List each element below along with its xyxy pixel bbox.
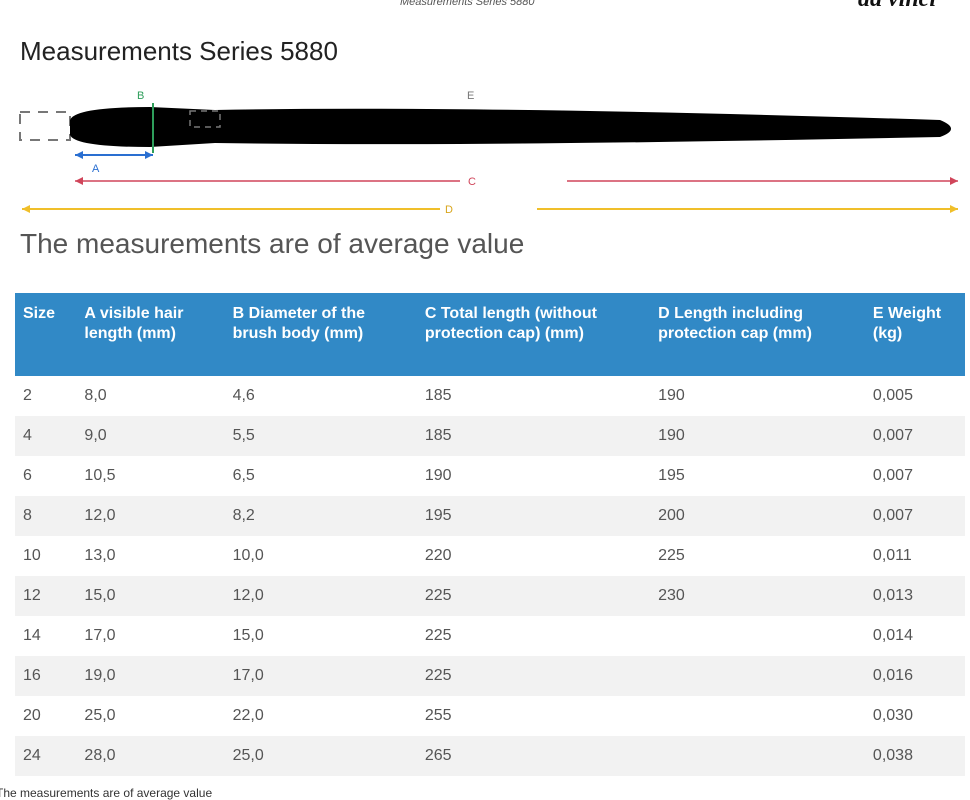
table-cell: 10: [23, 547, 41, 564]
title: Measurements Series 5880: [20, 36, 338, 66]
table-cell: 20: [23, 707, 41, 724]
logo: da vinci: [858, 0, 936, 13]
table-row: 6 10,5 6,5 190 195 0,007: [15, 456, 965, 496]
table-cell: 28,0: [76, 736, 225, 776]
a-arrows: [75, 151, 153, 159]
table-cell: 8,2: [224, 496, 417, 536]
table-cell: 185: [416, 416, 651, 456]
header-row: Size A visible hair length (mm) B Diameter…: [15, 293, 965, 376]
table-cell: 190: [650, 416, 865, 456]
column-header: E Weight (kg): [864, 293, 965, 376]
column-header: C Total length (without protection cap) …: [416, 293, 651, 376]
table-cell: 25,0: [224, 736, 417, 776]
footer-note: The measurements are of average value: [0, 786, 213, 800]
table-cell: 12,0: [224, 576, 417, 616]
table-cell: 255: [424, 707, 452, 724]
label-d: D: [445, 204, 453, 216]
header-caption: Measurements Series 5880: [400, 0, 535, 8]
brush: [70, 107, 951, 147]
cap-outline: [19, 111, 71, 141]
table-cell: 190: [424, 467, 452, 484]
table-cell: 225: [658, 547, 685, 564]
table-cell: 0,007: [864, 496, 965, 536]
table-cell: 225: [416, 656, 651, 696]
table-cell: 185: [424, 387, 452, 404]
table-cell: 0,016: [864, 656, 965, 696]
table-cell: 265: [416, 736, 651, 776]
table-cell: 14: [23, 627, 41, 644]
table-cell: 225: [416, 576, 651, 616]
table-cell: 6,5: [232, 467, 255, 484]
table-cell: 17,0: [84, 627, 116, 644]
subtitle: The measurements are of average value: [20, 228, 525, 259]
table-cell: 0,030: [872, 707, 913, 724]
table-cell: 10,5: [84, 467, 116, 484]
table-cell: 200: [650, 496, 865, 536]
table-row: 2 8,0 4,6 185 190 0,005: [15, 376, 965, 416]
table-cell: 25,0: [84, 707, 116, 724]
table-cell: [650, 696, 865, 736]
table-row: 10 13,0 10,0 220 225 0,011: [15, 536, 965, 576]
column-header: B Diameter of the brush body (mm): [224, 293, 417, 376]
table-cell: 22,0: [232, 707, 264, 724]
table-cell: 16: [15, 656, 77, 696]
column-header: D Length including protection cap (mm): [650, 293, 865, 376]
measurements-table: Size A visible hair length (mm) B Diameter…: [15, 293, 965, 776]
table-row: 20 25,0 22,0 255 0,030: [15, 696, 965, 736]
column-header: A visible hair length (mm): [76, 293, 225, 376]
table-row: 8 12,0 8,2 195 200 0,007: [15, 496, 965, 536]
label-e: E: [467, 90, 474, 102]
table-cell: 4: [15, 416, 77, 456]
table-cell: [650, 736, 865, 776]
label-a: A: [92, 163, 100, 175]
table-cell: 0,007: [864, 416, 965, 456]
table-cell: 190: [658, 387, 685, 404]
table-cell: 0,014: [872, 627, 913, 644]
table-cell: 5,5: [224, 416, 417, 456]
table-cell: 10,0: [232, 547, 264, 564]
table-cell: [650, 616, 865, 656]
table-row: 14 17,0 15,0 225 0,014: [15, 616, 965, 656]
table-cell: [650, 656, 865, 696]
table-cell: 19,0: [76, 656, 225, 696]
table-cell: 12: [15, 576, 77, 616]
table-cell: 0,038: [864, 736, 965, 776]
cap-outline-2: [189, 110, 221, 128]
table-cell: 195: [658, 467, 685, 484]
table-cell: 2: [23, 387, 32, 404]
table-row: 4 9,0 5,5 185 190 0,007: [15, 416, 965, 456]
table-cell: 220: [424, 547, 452, 564]
label-c: C: [468, 176, 476, 188]
table-cell: 15,0: [232, 627, 264, 644]
table-cell: 13,0: [84, 547, 116, 564]
table-cell: 9,0: [76, 416, 225, 456]
table-cell: 0,007: [872, 467, 913, 484]
table-cell: 12,0: [76, 496, 225, 536]
label-b: B: [137, 90, 144, 102]
table-cell: 0,005: [872, 387, 913, 404]
table-cell: 17,0: [224, 656, 417, 696]
table-cell: 0,013: [864, 576, 965, 616]
table-cell: 4,6: [232, 387, 255, 404]
table-cell: 230: [650, 576, 865, 616]
table-cell: 15,0: [76, 576, 225, 616]
table-row: 16 19,0 17,0 225 0,016: [15, 656, 965, 696]
table-row: 24 28,0 25,0 265 0,038: [15, 736, 965, 776]
table-cell: 6: [23, 467, 32, 484]
table-cell: 24: [15, 736, 77, 776]
table-cell: 195: [416, 496, 651, 536]
table-cell: 8,0: [84, 387, 107, 404]
table-cell: 8: [15, 496, 77, 536]
table-row: 12 15,0 12,0 225 230 0,013: [15, 576, 965, 616]
table-cell: 0,011: [872, 547, 912, 564]
table-cell: 225: [424, 627, 452, 644]
brush-diagram: B E A C D: [19, 90, 958, 216]
column-header: Size: [15, 293, 77, 376]
